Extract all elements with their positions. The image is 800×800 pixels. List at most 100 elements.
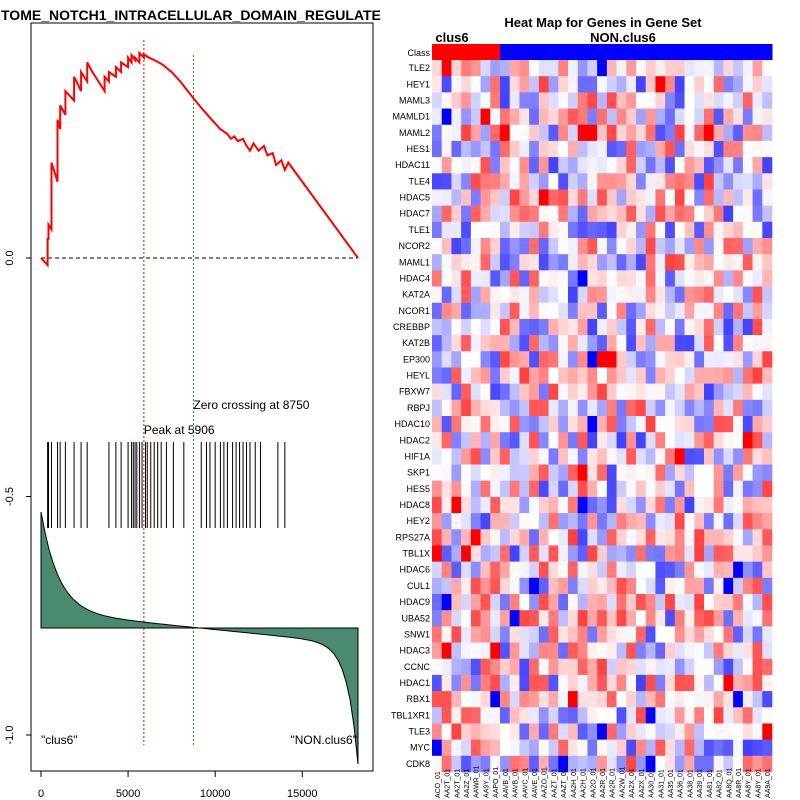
heatmap-cell — [713, 755, 724, 773]
heatmap-cell — [577, 739, 588, 757]
sample-label: AAWR_01 — [474, 765, 481, 798]
heatmap-cell — [597, 577, 608, 595]
heatmap-cell — [597, 658, 608, 676]
heatmap-cell — [645, 124, 656, 142]
heatmap-cell — [529, 270, 540, 287]
heatmap-cell — [490, 399, 501, 417]
heatmap-cell — [480, 76, 491, 93]
heatmap-cell — [742, 124, 753, 142]
heatmap-cell — [704, 464, 715, 482]
heatmap-cell — [432, 674, 443, 692]
heatmap-cell — [636, 286, 647, 304]
heatmap-cell — [733, 383, 744, 401]
heatmap-cell — [441, 707, 452, 724]
heatmap-cell — [587, 399, 598, 417]
heatmap-cell — [636, 658, 647, 676]
gene-label: TBL1X — [402, 549, 430, 559]
heatmap-cell — [490, 173, 501, 190]
heatmap-cell — [480, 707, 491, 724]
sample-label: AAZT_01 — [551, 768, 558, 798]
heatmap-cell — [684, 642, 695, 660]
heatmap-cell — [733, 108, 744, 126]
heatmap-cell — [742, 594, 753, 611]
heatmap-cell — [509, 60, 520, 77]
heatmap-cell — [645, 205, 656, 223]
heatmap-cell — [742, 254, 753, 271]
heatmap-cell — [694, 286, 705, 304]
heatmap-cell — [674, 76, 685, 93]
heatmap-cell — [616, 674, 627, 692]
heatmap-cell — [704, 318, 715, 336]
heatmap-cell — [558, 674, 569, 692]
heatmap-cell — [432, 755, 443, 773]
heatmap-cell — [713, 658, 724, 676]
heatmap-cell — [752, 399, 763, 417]
heatmap-cell — [548, 399, 559, 417]
heatmap-cell — [733, 594, 744, 611]
gene-label: HDAC3 — [399, 646, 430, 656]
heatmap-cell — [606, 529, 617, 546]
heatmap-cell — [548, 739, 559, 757]
heatmap-cell — [480, 626, 491, 643]
heatmap-cell — [519, 270, 530, 287]
heatmap-cell — [742, 658, 753, 676]
heatmap-cell — [684, 755, 695, 773]
sample-label: AA8Q_01 — [726, 768, 733, 798]
heatmap-cell — [742, 76, 753, 93]
heatmap-cell — [723, 286, 734, 304]
heatmap-cell — [461, 626, 472, 643]
heatmap-cell — [626, 302, 637, 320]
heatmap-cell — [636, 189, 647, 206]
heatmap-cell — [626, 496, 637, 514]
heatmap-cell — [548, 318, 559, 336]
sample-label: AAVC_01 — [522, 768, 529, 798]
heatmap-cell — [606, 739, 617, 757]
heatmap-cell — [733, 351, 744, 368]
heatmap-cell — [742, 173, 753, 190]
heatmap-cell — [674, 577, 685, 595]
heatmap-cell — [597, 496, 608, 514]
heatmap-cell — [645, 577, 656, 595]
heatmap-cell — [606, 691, 617, 708]
heatmap-cell — [509, 594, 520, 611]
heatmap-cell — [733, 335, 744, 352]
heatmap-cell — [587, 254, 598, 271]
heatmap-cell — [538, 173, 549, 190]
heatmap-cell — [558, 205, 569, 223]
heatmap-cell — [713, 205, 724, 223]
heatmap-cell — [470, 335, 481, 352]
heatmap-cell — [548, 124, 559, 142]
heatmap-cell — [694, 561, 705, 579]
heatmap-cell — [704, 124, 715, 142]
heatmap-cell — [470, 221, 481, 239]
heatmap-cell — [665, 691, 676, 708]
heatmap-cell — [568, 561, 579, 579]
heatmap-cell — [558, 318, 569, 336]
heatmap-cell — [733, 626, 744, 643]
heatmap-cell — [538, 755, 549, 773]
heatmap-cell — [529, 707, 540, 724]
heatmap-cell — [616, 399, 627, 417]
heatmap-cell — [694, 707, 705, 724]
heatmap-cell — [500, 92, 511, 109]
heatmap-cell — [441, 626, 452, 643]
heatmap-cell — [568, 496, 579, 514]
heatmap-cell — [587, 60, 598, 77]
heatmap-cell — [626, 658, 637, 676]
heatmap-cell — [636, 545, 647, 562]
heatmap-cell — [723, 173, 734, 190]
heatmap-cell — [441, 205, 452, 223]
heatmap-cell — [762, 367, 773, 384]
heatmap-cell — [616, 561, 627, 579]
heatmap-cell — [665, 140, 676, 158]
heatmap-cell — [665, 594, 676, 611]
heatmap-cell — [616, 529, 627, 546]
heatmap-cell — [587, 448, 598, 465]
heatmap-cell — [713, 529, 724, 546]
heatmap-cell — [519, 302, 530, 320]
heatmap-cell — [519, 513, 530, 530]
sample-label: AA39_01 — [697, 769, 704, 798]
sample-label: AAVB_01 — [513, 768, 520, 798]
heatmap-cell — [548, 238, 559, 255]
